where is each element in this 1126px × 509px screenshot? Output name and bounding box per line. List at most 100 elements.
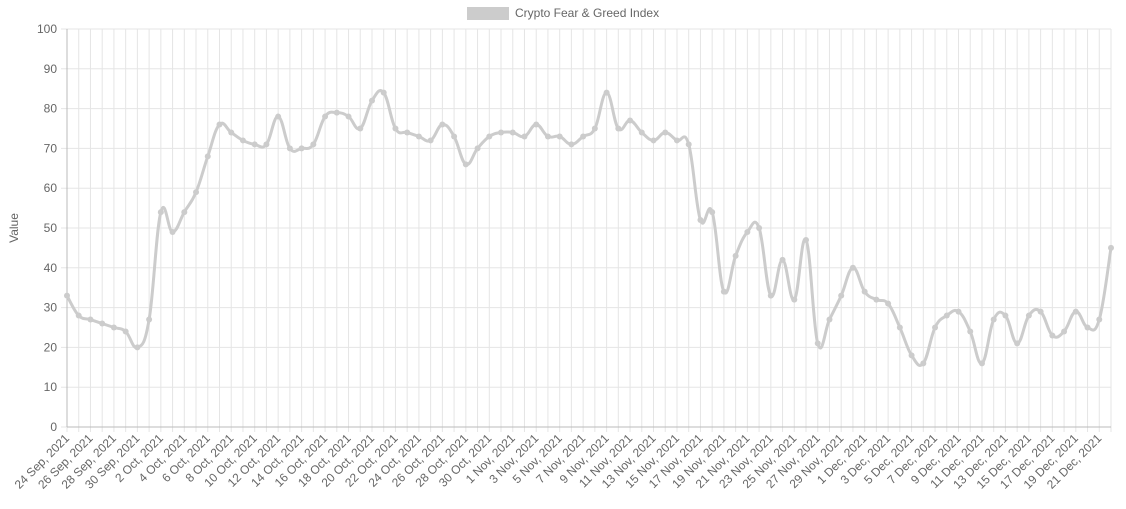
- data-point: [685, 141, 692, 148]
- data-point: [591, 125, 598, 132]
- data-point: [533, 121, 540, 128]
- data-point: [544, 133, 551, 140]
- data-point: [615, 125, 622, 132]
- data-point: [803, 236, 810, 243]
- legend-label: Crypto Fear & Greed Index: [515, 6, 659, 20]
- data-point: [943, 312, 950, 319]
- data-point: [415, 133, 422, 140]
- data-point: [380, 89, 387, 96]
- data-point: [310, 141, 317, 148]
- data-point: [756, 225, 763, 231]
- data-point: [814, 340, 821, 347]
- data-point: [368, 97, 375, 104]
- data-point: [791, 296, 798, 303]
- data-point: [181, 209, 188, 216]
- data-point: [779, 256, 786, 263]
- data-point: [568, 141, 575, 148]
- data-point: [228, 129, 235, 136]
- data-point: [1025, 312, 1032, 319]
- y-tick-label: 70: [44, 141, 58, 155]
- data-point: [767, 292, 774, 299]
- data-point: [333, 109, 340, 116]
- data-point: [720, 288, 727, 295]
- data-point: [357, 125, 364, 132]
- data-point: [251, 141, 258, 148]
- data-point: [146, 316, 153, 323]
- data-point: [697, 217, 704, 224]
- data-point: [286, 145, 293, 152]
- data-point: [392, 125, 399, 132]
- data-point: [885, 300, 892, 307]
- data-point: [1049, 332, 1056, 339]
- data-point: [861, 288, 868, 295]
- data-point: [439, 121, 446, 128]
- y-tick-label: 10: [44, 380, 58, 394]
- data-point: [521, 133, 528, 140]
- data-point: [873, 296, 880, 303]
- data-point: [932, 324, 939, 331]
- data-point: [99, 320, 106, 327]
- data-point: [627, 117, 634, 124]
- data-point: [978, 360, 985, 367]
- data-point: [556, 133, 563, 140]
- data-point: [157, 209, 164, 216]
- data-point: [298, 145, 305, 152]
- y-tick-label: 60: [44, 181, 58, 195]
- data-point: [896, 324, 903, 331]
- legend-swatch: [467, 7, 509, 20]
- y-tick-label: 50: [44, 221, 58, 235]
- data-point: [967, 328, 974, 335]
- data-point: [474, 145, 481, 152]
- data-point: [322, 113, 329, 120]
- data-point: [1072, 308, 1079, 315]
- data-point: [75, 312, 82, 319]
- data-point: [451, 133, 458, 140]
- data-point: [580, 133, 587, 140]
- data-point: [709, 209, 716, 216]
- data-point: [849, 264, 856, 271]
- data-point: [1037, 308, 1044, 315]
- data-point: [345, 113, 352, 120]
- data-point: [427, 137, 434, 144]
- y-tick-label: 90: [44, 62, 58, 76]
- data-point: [990, 316, 997, 323]
- data-point: [486, 133, 493, 140]
- data-point: [216, 121, 223, 128]
- data-point: [920, 360, 927, 367]
- data-point: [838, 292, 845, 299]
- data-point: [732, 252, 739, 259]
- data-point: [404, 129, 411, 136]
- data-point: [110, 324, 117, 331]
- data-point: [87, 316, 94, 323]
- data-point: [169, 228, 176, 235]
- data-point: [1061, 328, 1068, 335]
- data-point: [1096, 316, 1103, 323]
- data-point: [263, 141, 270, 148]
- data-point: [64, 292, 70, 299]
- data-point: [908, 352, 915, 359]
- data-point: [673, 137, 680, 144]
- data-point: [662, 129, 669, 136]
- data-point: [1108, 244, 1114, 251]
- y-tick-label: 80: [44, 102, 58, 116]
- data-point: [638, 129, 645, 136]
- y-tick-label: 30: [44, 301, 58, 315]
- y-tick-label: 100: [37, 22, 57, 36]
- y-tick-label: 40: [44, 261, 58, 275]
- data-point: [650, 137, 657, 144]
- data-point: [603, 89, 610, 96]
- data-point: [509, 129, 516, 136]
- data-point: [193, 189, 200, 196]
- data-point: [826, 316, 833, 323]
- data-point: [498, 129, 505, 136]
- data-point: [204, 153, 211, 160]
- y-axis-label: Value: [7, 213, 21, 243]
- data-point: [239, 137, 246, 144]
- data-point: [955, 308, 962, 315]
- data-point: [462, 161, 469, 168]
- data-point: [1014, 340, 1021, 347]
- y-tick-label: 0: [50, 420, 57, 434]
- data-point: [1084, 324, 1091, 331]
- data-point: [134, 344, 141, 351]
